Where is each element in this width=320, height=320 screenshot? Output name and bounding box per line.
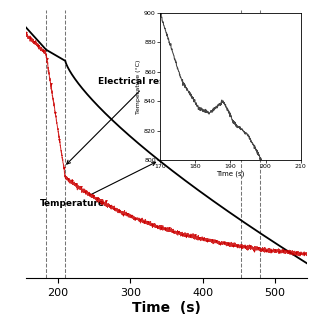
X-axis label: Time  (s): Time (s) <box>132 301 201 315</box>
Y-axis label: Temperature (°C): Temperature (°C) <box>136 59 141 114</box>
Text: Electrical resistivity: Electrical resistivity <box>67 77 200 164</box>
Text: Temperature: Temperature <box>40 162 156 208</box>
X-axis label: Time (s): Time (s) <box>216 171 244 177</box>
